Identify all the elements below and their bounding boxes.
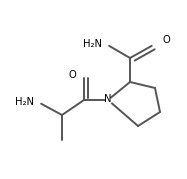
Text: O: O (163, 35, 171, 45)
Text: H₂N: H₂N (15, 97, 34, 107)
Text: N: N (104, 94, 112, 104)
Text: H₂N: H₂N (83, 39, 102, 49)
Text: O: O (68, 70, 76, 80)
